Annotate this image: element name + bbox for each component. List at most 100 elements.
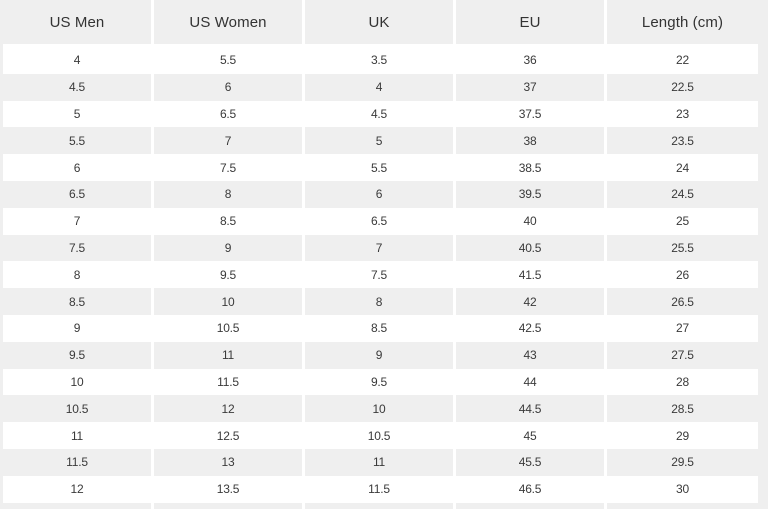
table-cell: 5 [305, 127, 456, 155]
table-cell: 28 [607, 368, 758, 396]
table-cell: 23 [607, 100, 758, 128]
table-row: 11.5 13 11 45.5 29.5 [3, 448, 758, 476]
table-cell: 45 [456, 422, 607, 449]
table-cell: 25 [607, 207, 758, 235]
table-cell: 42.5 [456, 314, 607, 342]
header-row: US Men US Women UK EU Length (cm) [3, 0, 758, 47]
table-row: 9 10.5 8.5 42.5 27 [3, 314, 758, 342]
size-conversion-table: US Men US Women UK EU Length (cm) 4 5.5 3.5 36 2… [3, 0, 758, 509]
table-cell: 27.5 [607, 341, 758, 369]
table-cell: 44.5 [456, 395, 607, 423]
column-header-us-men: US Men [3, 0, 154, 47]
table-cell: 5.5 [305, 154, 456, 181]
table-cell: 11 [154, 341, 305, 369]
table-row: 4.5 6 4 37 22.5 [3, 73, 758, 101]
table-cell: 12 [3, 475, 154, 503]
table-cell: 22 [607, 47, 758, 74]
table-cell [154, 502, 305, 509]
table-cell: 39.5 [456, 180, 607, 208]
table-cell [607, 502, 758, 509]
table-cell: 9.5 [305, 368, 456, 396]
table-cell: 7.5 [305, 261, 456, 289]
table-cell: 9 [305, 341, 456, 369]
table-cell: 5.5 [154, 47, 305, 74]
table-cell: 8 [305, 288, 456, 315]
table-cell: 10 [154, 288, 305, 315]
column-header-uk: UK [305, 0, 456, 47]
table-cell: 26.5 [607, 288, 758, 315]
table-cell: 10.5 [154, 314, 305, 342]
table-cell: 13.5 [154, 475, 305, 503]
table-cell: 6 [154, 73, 305, 101]
table-cell: 36 [456, 47, 607, 74]
table-cell: 8 [3, 261, 154, 289]
table-row: 6 7.5 5.5 38.5 24 [3, 154, 758, 181]
table-row: 5 6.5 4.5 37.5 23 [3, 100, 758, 128]
table-cell: 37.5 [456, 100, 607, 128]
table-row: 8.5 10 8 42 26.5 [3, 288, 758, 315]
column-header-eu: EU [456, 0, 607, 47]
table-cell: 23.5 [607, 127, 758, 155]
table-cell: 43 [456, 341, 607, 369]
table-row: 11 12.5 10.5 45 29 [3, 422, 758, 449]
table-cell: 40.5 [456, 234, 607, 262]
table-cell: 26 [607, 261, 758, 289]
table-cell [3, 502, 154, 509]
table-cell: 29 [607, 422, 758, 449]
table-cell: 11.5 [154, 368, 305, 396]
table-row: 12 13.5 11.5 46.5 30 [3, 475, 758, 503]
table-row: 4 5.5 3.5 36 22 [3, 47, 758, 74]
table-cell: 44 [456, 368, 607, 396]
table-row: 10.5 12 10 44.5 28.5 [3, 395, 758, 423]
table-cell: 45.5 [456, 448, 607, 476]
table-row: 5.5 7 5 38 23.5 [3, 127, 758, 155]
table-cell: 12 [154, 395, 305, 423]
table-cell: 4 [305, 73, 456, 101]
table-cell: 27 [607, 314, 758, 342]
table-cell: 12.5 [154, 422, 305, 449]
table-cell: 13 [154, 448, 305, 476]
table-cell: 8.5 [154, 207, 305, 235]
table-cell: 11 [3, 422, 154, 449]
table-row: 9.5 11 9 43 27.5 [3, 341, 758, 369]
table-cell: 4.5 [305, 100, 456, 128]
table-cell: 5 [3, 100, 154, 128]
table-cell: 22.5 [607, 73, 758, 101]
table-cell: 7 [305, 234, 456, 262]
table-cell: 24 [607, 154, 758, 181]
table-cell: 8.5 [3, 288, 154, 315]
table-cell: 7 [154, 127, 305, 155]
table-cell: 9 [154, 234, 305, 262]
table-cell: 7.5 [154, 154, 305, 181]
table-cell: 11.5 [3, 448, 154, 476]
table-cell: 6 [3, 154, 154, 181]
table-cell [305, 502, 456, 509]
table-cell: 11.5 [305, 475, 456, 503]
table-row [3, 502, 758, 509]
table-cell: 4.5 [3, 73, 154, 101]
table-cell: 3.5 [305, 47, 456, 74]
table-cell: 40 [456, 207, 607, 235]
table-cell: 38 [456, 127, 607, 155]
table-row: 7 8.5 6.5 40 25 [3, 207, 758, 235]
table-cell: 46.5 [456, 475, 607, 503]
table-row: 6.5 8 6 39.5 24.5 [3, 180, 758, 208]
table-cell [456, 502, 607, 509]
table-header: US Men US Women UK EU Length (cm) [3, 0, 758, 47]
table-row: 10 11.5 9.5 44 28 [3, 368, 758, 396]
table-cell: 10.5 [305, 422, 456, 449]
table-cell: 6.5 [305, 207, 456, 235]
table-cell: 7.5 [3, 234, 154, 262]
table-cell: 24.5 [607, 180, 758, 208]
column-header-length-cm: Length (cm) [607, 0, 758, 47]
table-cell: 29.5 [607, 448, 758, 476]
table-cell: 37 [456, 73, 607, 101]
table-cell: 6.5 [154, 100, 305, 128]
table-cell: 10.5 [3, 395, 154, 423]
table-cell: 9.5 [3, 341, 154, 369]
table-cell: 38.5 [456, 154, 607, 181]
table-cell: 6.5 [3, 180, 154, 208]
table-cell: 30 [607, 475, 758, 503]
table-cell: 25.5 [607, 234, 758, 262]
table-cell: 9 [3, 314, 154, 342]
